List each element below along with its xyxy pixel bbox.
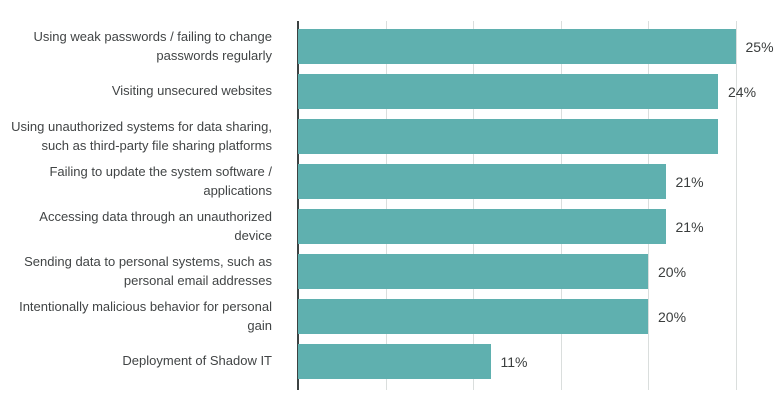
value-label: 21% [675, 218, 704, 235]
bar-track: 24% [298, 74, 780, 109]
bar-track: 21% [298, 209, 780, 244]
bar-row: Deployment of Shadow IT 11% [0, 344, 780, 379]
bar [298, 74, 718, 109]
bar [298, 29, 736, 64]
y-axis-line [297, 21, 299, 390]
bar-track [298, 119, 780, 154]
bar-track: 21% [298, 164, 780, 199]
bar-track: 20% [298, 254, 780, 289]
value-label: 24% [728, 83, 757, 100]
gridline [735, 21, 737, 390]
bar-rows: Using weak passwords / failing to change… [0, 29, 780, 389]
value-label: 11% [500, 353, 528, 370]
category-label: Using weak passwords / failing to change… [33, 29, 272, 63]
bar [298, 119, 718, 154]
bar-track: 25% [298, 29, 780, 64]
bar [298, 209, 666, 244]
bar-row: Failing to update the system software / … [0, 164, 780, 199]
gridline [560, 21, 562, 390]
bar-row: Using weak passwords / failing to change… [0, 29, 780, 64]
value-label: 21% [675, 173, 704, 190]
category-label: Using unauthorized systems for data shar… [11, 119, 272, 153]
bar [298, 344, 491, 379]
gridline [648, 21, 649, 390]
value-label: 20% [658, 308, 687, 325]
category-label: Sending data to personal systems, such a… [24, 254, 272, 288]
category-label: Visiting unsecured websites [111, 83, 272, 99]
bar-row: Accessing data through an unauthorized d… [0, 209, 780, 244]
bar [298, 164, 666, 199]
category-label: Intentionally malicious behavior for per… [19, 299, 272, 333]
gridline [385, 21, 387, 390]
gridline [473, 21, 474, 390]
bar-row: Using unauthorized systems for data shar… [0, 119, 780, 154]
value-label: 25% [745, 38, 774, 55]
bar [298, 254, 648, 289]
category-label: Accessing data through an unauthorized d… [39, 209, 272, 243]
category-label: Deployment of Shadow IT [122, 353, 272, 369]
bar-row: Sending data to personal systems, such a… [0, 254, 780, 289]
bar [298, 299, 648, 334]
bar-row: Visiting unsecured websites 24% [0, 74, 780, 109]
bar-track: 20% [298, 299, 780, 334]
bar-row: Intentionally malicious behavior for per… [0, 299, 780, 334]
bar-track: 11% [298, 344, 780, 379]
category-label: Failing to update the system software / … [49, 164, 272, 198]
value-label: 20% [658, 263, 687, 280]
